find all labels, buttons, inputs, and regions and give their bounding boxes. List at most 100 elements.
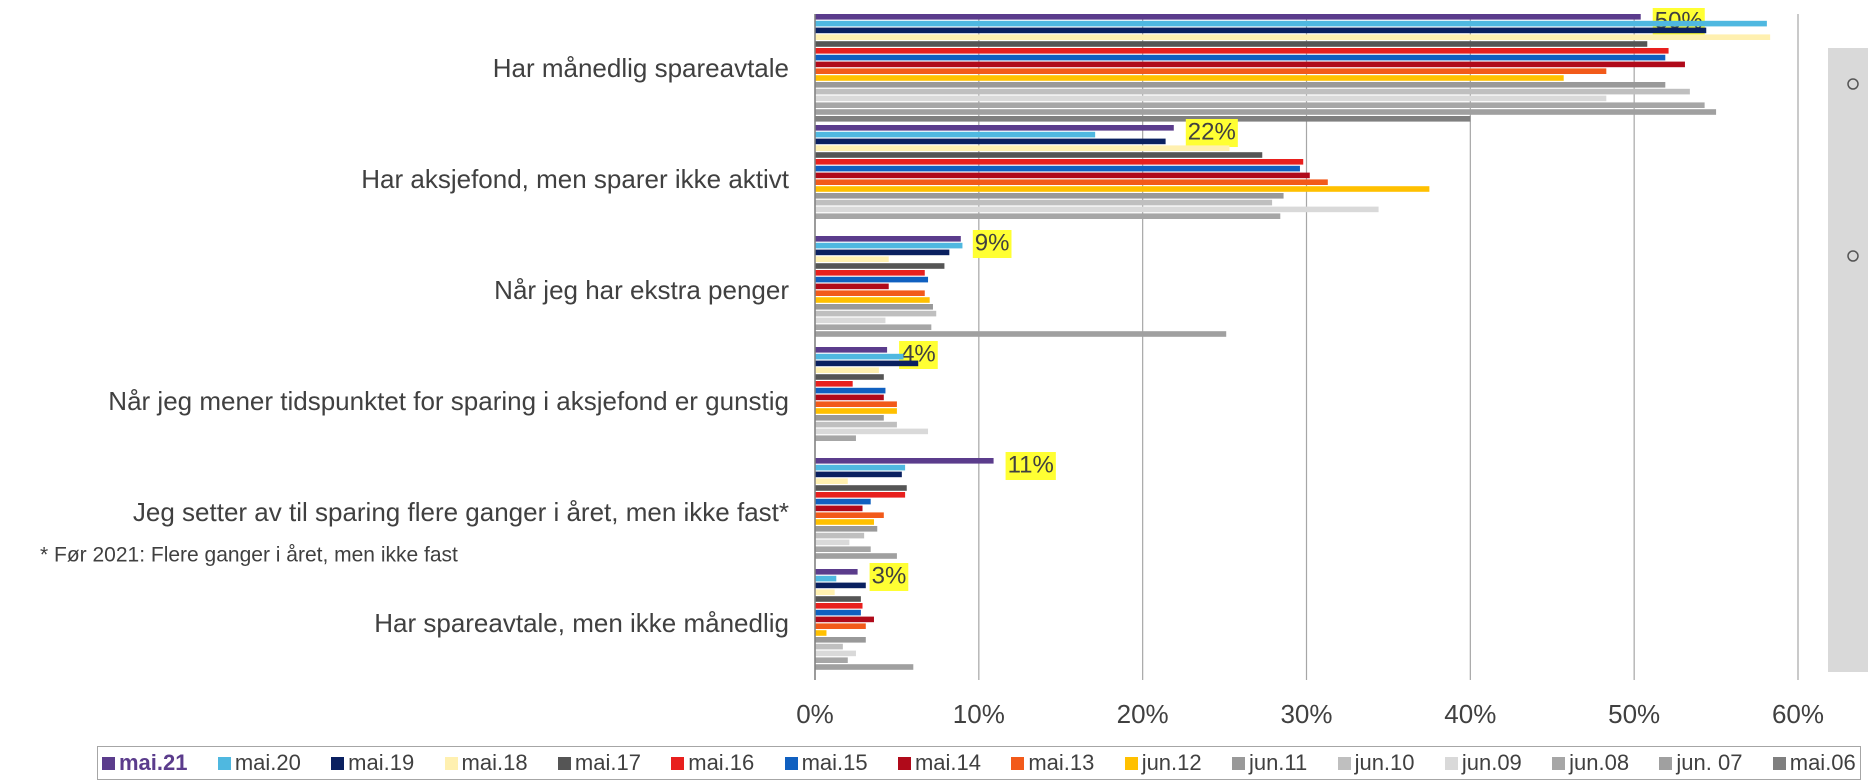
x-tick-label: 30% — [1280, 699, 1332, 729]
bar — [815, 623, 866, 629]
x-tick-label: 10% — [953, 699, 1005, 729]
bar — [815, 199, 1273, 206]
bar — [815, 283, 889, 290]
legend-item: mai.16 — [671, 750, 754, 776]
bar — [815, 109, 1717, 115]
bar — [815, 485, 907, 491]
legend-swatch — [1552, 756, 1566, 770]
bar — [815, 125, 1174, 131]
bar — [815, 270, 925, 276]
bar — [815, 75, 1564, 81]
legend-item: mai.14 — [897, 750, 981, 776]
bar — [815, 131, 1096, 138]
bar — [815, 186, 1430, 192]
legend-item: mai.17 — [557, 750, 641, 776]
data-label-bg — [972, 230, 1012, 258]
data-label-bg — [1005, 452, 1056, 480]
legend-label: mai.19 — [348, 750, 415, 775]
bar — [815, 415, 884, 421]
legend-label: mai.18 — [461, 750, 528, 775]
bar — [815, 401, 897, 407]
bar — [815, 387, 886, 394]
data-label: 11% — [1008, 451, 1054, 478]
bar — [815, 236, 961, 242]
bar — [815, 172, 1310, 179]
legend-item: mai.15 — [784, 750, 868, 776]
category-label: Jeg setter av til sparing flere ganger i… — [133, 497, 789, 527]
bar — [815, 263, 945, 269]
bar — [815, 145, 1230, 151]
category-label: Har spareavtale, men ikke månedlig — [374, 608, 789, 638]
bar — [815, 41, 1648, 47]
bar — [815, 82, 1666, 88]
bar — [815, 492, 906, 498]
legend-swatch — [671, 756, 685, 770]
side-panel — [1828, 48, 1868, 672]
bar — [815, 458, 994, 464]
bar — [815, 213, 1281, 219]
bar — [815, 310, 937, 317]
legend-label: jun.09 — [1461, 750, 1522, 775]
bar — [815, 664, 914, 670]
legend-item: jun. 07 — [1659, 750, 1742, 776]
legend-swatch — [557, 756, 571, 770]
bar — [815, 54, 1666, 61]
legend: mai.21 mai.20 mai.19 mai.18 mai.17 mai.16 mai.… — [97, 746, 1861, 780]
bar — [815, 48, 1669, 54]
legend-swatch — [784, 756, 798, 770]
bar — [815, 650, 856, 657]
category-label: Har månedlig spareavtale — [493, 53, 789, 83]
bar — [815, 68, 1607, 74]
chart: * Før 2021: Flere ganger i året, men ikk… — [40, 7, 1868, 729]
bar — [815, 367, 879, 373]
legend-item: mai.18 — [444, 750, 528, 776]
bar — [815, 88, 1690, 95]
data-label-bg — [869, 563, 909, 591]
category-label: Har aksjefond, men sparer ikke aktivt — [361, 164, 790, 194]
bar — [815, 575, 837, 582]
legend-label: jun.11 — [1248, 750, 1308, 775]
bar — [815, 637, 866, 643]
legend-swatch — [331, 756, 345, 770]
bar — [815, 61, 1685, 68]
bar — [815, 304, 933, 310]
bar — [815, 276, 929, 283]
bar — [815, 290, 925, 296]
legend-swatch — [444, 756, 458, 770]
legend-label: mai.17 — [574, 750, 641, 775]
bar — [815, 324, 932, 330]
legend-item: jun.08 — [1552, 750, 1629, 776]
legend-label: mai.16 — [688, 750, 755, 775]
bar — [815, 374, 884, 380]
bar — [815, 630, 827, 636]
bar — [815, 616, 874, 623]
bar — [815, 20, 1767, 27]
legend-label: jun.12 — [1141, 750, 1202, 775]
bar — [815, 347, 888, 353]
bar — [815, 152, 1263, 158]
bar — [815, 242, 963, 249]
bar — [815, 159, 1304, 165]
legend-swatch — [1659, 756, 1673, 770]
legend-item: jun.10 — [1337, 750, 1415, 776]
bar — [815, 498, 871, 505]
data-label-bg — [1185, 119, 1238, 147]
bar — [815, 643, 843, 650]
legend-item: mai.20 — [217, 750, 301, 776]
category-label: Når jeg mener tidspunktet for sparing i … — [108, 386, 789, 416]
bar — [815, 582, 866, 589]
bar — [815, 95, 1607, 102]
legend-swatch — [1011, 756, 1025, 770]
bar — [815, 138, 1166, 145]
bar — [815, 609, 861, 616]
bar — [815, 360, 919, 367]
x-tick-label: 50% — [1608, 699, 1660, 729]
legend-item: mai.06 — [1772, 750, 1856, 776]
bar — [815, 165, 1300, 172]
legend-label: mai.21 — [119, 750, 188, 775]
x-tick-label: 60% — [1772, 699, 1824, 729]
legend-swatch — [1337, 756, 1351, 770]
panel-bullet — [1847, 78, 1859, 90]
legend-label: jun.08 — [1569, 750, 1630, 775]
